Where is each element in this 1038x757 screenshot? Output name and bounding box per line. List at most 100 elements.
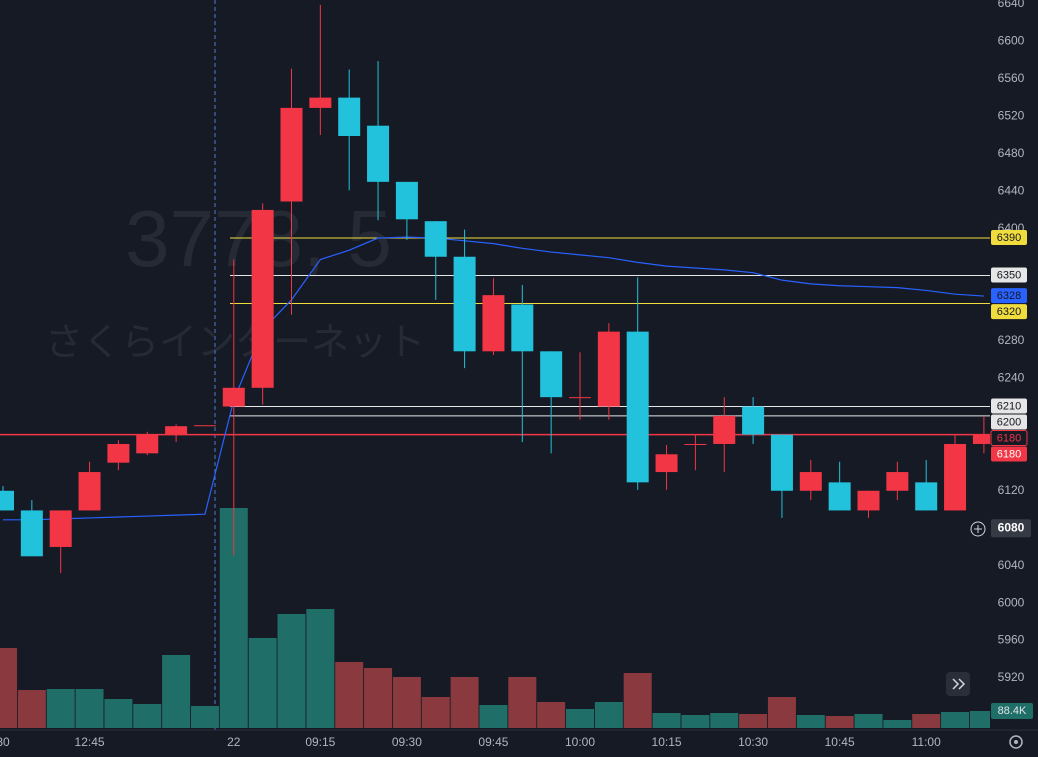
x-tick-label: 09:30: [392, 735, 422, 749]
volume-bar: [739, 714, 768, 728]
candle-body: [482, 295, 505, 352]
candle-body: [453, 256, 476, 352]
watermark-name: さくらインターネット: [45, 322, 425, 364]
volume-bar: [0, 648, 17, 728]
candle-body: [915, 482, 938, 511]
volume-bar: [883, 720, 912, 728]
y-tick-label: 5920: [998, 670, 1025, 684]
candle-body: [770, 434, 793, 491]
volume-bar: [248, 638, 277, 728]
last-price-label-bg: [991, 446, 1027, 462]
candle-body: [193, 425, 216, 427]
price-line-label-bg: [990, 430, 1028, 447]
vwap-label: 6328: [997, 290, 1021, 302]
candle-body: [395, 181, 418, 220]
settings-icon-center[interactable]: [1014, 740, 1018, 744]
volume-bar: [825, 716, 854, 728]
candle-body: [886, 472, 909, 491]
volume-bar: [46, 689, 75, 728]
candle-body: [857, 490, 880, 511]
candle-body: [626, 331, 649, 483]
candle-body: [20, 510, 43, 557]
candle-body: [222, 387, 245, 407]
candle-body: [799, 472, 822, 491]
volume-bar: [854, 714, 883, 728]
candle-body: [655, 454, 678, 473]
volume-bar: [364, 668, 393, 728]
volume-bar: [537, 702, 566, 728]
scroll-icon[interactable]: [952, 678, 966, 690]
y-tick-label: 6280: [998, 333, 1025, 347]
volume-bar: [912, 714, 941, 728]
candles-layer: [0, 4, 995, 574]
y-tick-label: 6600: [998, 34, 1025, 48]
volume-label: 88.4K: [998, 705, 1027, 717]
volume-bar: [335, 662, 364, 728]
y-tick-label: 6480: [998, 146, 1025, 160]
volume-bar: [104, 699, 133, 728]
x-tick-label: 09:45: [478, 735, 508, 749]
volume-bar: [767, 697, 796, 728]
y-tick-label: 5960: [998, 633, 1025, 647]
price-line-label: 6180: [997, 432, 1021, 444]
vwap-line: [3, 236, 984, 521]
price-line-label: 6210: [997, 400, 1021, 412]
candle-body: [78, 472, 101, 511]
candle-body: [49, 510, 72, 547]
volume-bar: [162, 655, 191, 728]
price-axis: [990, 0, 1038, 730]
x-tick-label: 10:45: [825, 735, 855, 749]
candle-body: [280, 107, 303, 202]
volume-bar: [133, 704, 162, 728]
x-tick-label: 30: [0, 735, 10, 749]
candle-body: [944, 443, 967, 511]
candle-body: [569, 397, 591, 399]
candle-body: [107, 443, 130, 463]
volume-bar: [710, 713, 739, 728]
candle-body: [136, 434, 159, 454]
candle-body: [165, 426, 188, 435]
x-tick-label: 10:15: [652, 735, 682, 749]
y-tick-label: 6560: [998, 71, 1025, 85]
settings[interactable]: [1009, 735, 1023, 749]
add-icon-plus[interactable]: [974, 525, 982, 533]
scroll-button[interactable]: [946, 672, 970, 696]
volume-label-bg: [991, 703, 1033, 719]
volume-bar: [623, 673, 652, 728]
volume-bar: [17, 690, 46, 728]
volume-bar: [566, 709, 594, 728]
vwap-label-bg: [991, 288, 1027, 304]
settings-icon[interactable]: [1009, 735, 1023, 749]
x-tick-label: 10:30: [738, 735, 768, 749]
volume-bar: [681, 715, 710, 728]
x-tick-label: 12:45: [75, 735, 105, 749]
price-line-label: 6200: [997, 416, 1021, 428]
candle-body: [338, 97, 361, 136]
candle-body: [309, 97, 332, 108]
crosshair-label-bg: [991, 519, 1031, 538]
y-tick-label: 6440: [998, 183, 1025, 197]
price-line-label-bg: [991, 304, 1027, 320]
add-icon[interactable]: [970, 521, 986, 537]
volume-bar: [941, 712, 970, 728]
y-tick-label: 6120: [998, 483, 1025, 497]
crosshair-add[interactable]: [970, 521, 986, 537]
candle-body: [713, 415, 736, 444]
price-line-label: 6390: [997, 232, 1021, 244]
volume-bar: [75, 689, 104, 728]
y-tick-label: 6000: [998, 595, 1025, 609]
volume-bar: [796, 715, 825, 728]
volume-bar: [652, 713, 681, 728]
candle-body: [367, 125, 390, 182]
volume-bar: [277, 614, 306, 728]
volume-bar: [392, 677, 421, 728]
price-line-label-bg: [991, 414, 1027, 430]
x-tick-label: 22: [227, 735, 241, 749]
y-tick-label: 6040: [998, 558, 1025, 572]
price-line-label: 6320: [997, 306, 1021, 318]
crosshair-label: 6080: [998, 520, 1025, 534]
price-line-label-bg: [991, 398, 1027, 414]
